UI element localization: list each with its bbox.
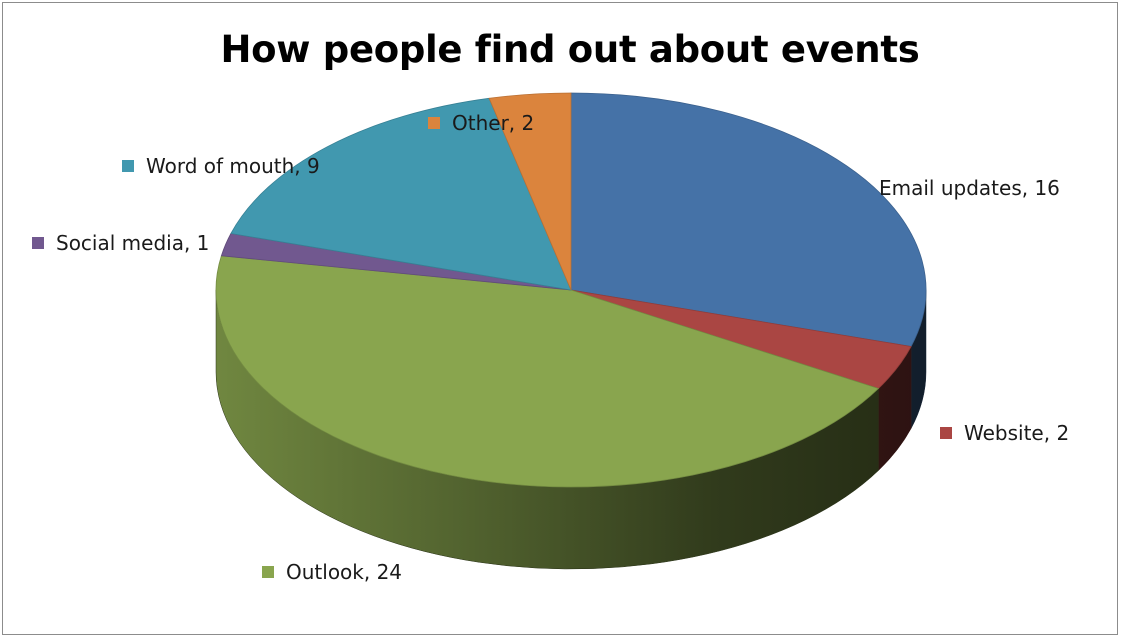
- legend-marker-outlook: [262, 566, 274, 578]
- data-label-text-other: Other, 2: [452, 111, 534, 135]
- pie-slice-outlook: [215, 255, 880, 488]
- data-label-text-email-updates: Email updates, 16: [879, 176, 1060, 200]
- legend-marker-email-updates: [855, 182, 867, 194]
- data-label-word-of-mouth: Word of mouth, 9: [122, 154, 320, 178]
- data-label-text-website: Website, 2: [964, 421, 1069, 445]
- data-label-website: Website, 2: [940, 421, 1069, 445]
- pie-slice-word-of-mouth: [230, 97, 572, 291]
- data-label-outlook: Outlook, 24: [262, 560, 402, 584]
- data-label-text-social-media: Social media, 1: [56, 231, 209, 255]
- data-label-email-updates: Email updates, 16: [855, 176, 1060, 200]
- legend-marker-word-of-mouth: [122, 160, 134, 172]
- legend-marker-website: [940, 427, 952, 439]
- data-label-text-outlook: Outlook, 24: [286, 560, 402, 584]
- data-label-social-media: Social media, 1: [32, 231, 209, 255]
- chart-title: How people find out about events: [220, 28, 920, 71]
- pie-slice-other: [488, 92, 572, 291]
- legend-marker-social-media: [32, 237, 44, 249]
- legend-marker-other: [428, 117, 440, 129]
- pie-slice-email-updates: [570, 92, 927, 347]
- data-label-other: Other, 2: [428, 111, 534, 135]
- data-label-text-word-of-mouth: Word of mouth, 9: [146, 154, 320, 178]
